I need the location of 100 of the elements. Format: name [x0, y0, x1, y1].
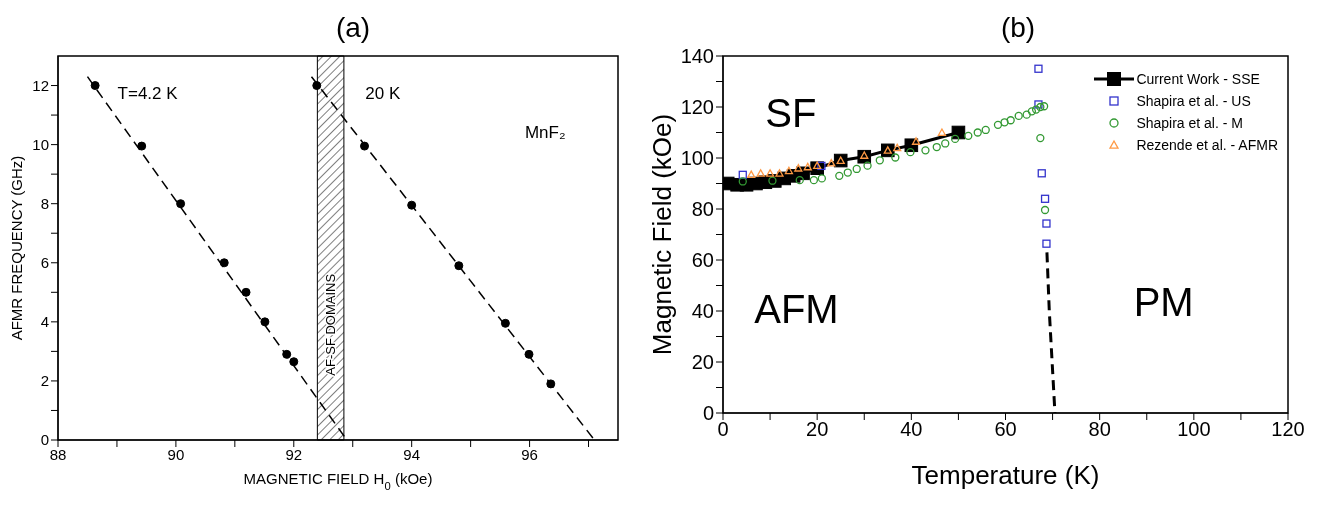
point — [973, 128, 982, 137]
x-axis-title: Temperature (K) — [911, 460, 1100, 490]
point — [1040, 205, 1050, 215]
point — [1006, 116, 1015, 125]
annotation: SF — [765, 90, 817, 136]
y-tick-label: 60 — [691, 249, 714, 272]
point — [1042, 219, 1051, 228]
legend-label: Rezende et al. - AFMR — [1136, 136, 1278, 155]
point — [500, 318, 510, 328]
point — [951, 125, 966, 140]
y-tick-label: 140 — [680, 45, 714, 68]
x-tick-label: 0 — [717, 418, 729, 441]
point — [875, 156, 884, 165]
y-tick-label: 8 — [40, 195, 49, 213]
point — [795, 176, 804, 185]
point — [981, 125, 990, 135]
point — [835, 171, 844, 180]
point — [794, 164, 803, 172]
y-tick-label: 0 — [702, 402, 714, 425]
point — [775, 169, 784, 177]
annotation: AFM — [754, 286, 839, 332]
point — [921, 146, 930, 155]
legend-label: Current Work - SSE — [1136, 70, 1260, 89]
y-tick-label: 10 — [32, 135, 49, 153]
point — [784, 166, 794, 175]
point — [282, 349, 292, 359]
point — [852, 164, 861, 174]
point — [241, 287, 251, 297]
x-tick-label: 120 — [1271, 418, 1305, 441]
y-tick-label: 6 — [40, 254, 49, 272]
x-tick-label: 88 — [49, 445, 67, 463]
chart-title: (b) — [1000, 12, 1036, 43]
x-tick-label: 60 — [994, 418, 1017, 441]
x-tick-label: 94 — [403, 445, 421, 463]
point — [1039, 102, 1049, 111]
point — [1036, 133, 1045, 143]
point — [1000, 118, 1009, 127]
y-tick-label: 4 — [40, 313, 49, 331]
point — [454, 261, 464, 271]
point — [827, 158, 836, 167]
point — [747, 170, 756, 179]
point — [1042, 239, 1051, 248]
point — [219, 258, 229, 268]
point — [1022, 110, 1031, 119]
x-tick-label: 20 — [806, 418, 829, 441]
x-tick-label: 100 — [1177, 418, 1211, 441]
x-tick-label: 90 — [167, 445, 185, 463]
point — [941, 139, 950, 148]
annotation: PM — [1133, 279, 1194, 325]
band-label: AF-SF DOMAINS — [323, 273, 339, 376]
point — [964, 131, 973, 140]
x-tick-label: 80 — [1088, 418, 1111, 441]
y-tick-label: 40 — [691, 300, 714, 323]
y-tick-label: 12 — [32, 76, 49, 94]
point — [1040, 194, 1050, 203]
x-tick-label: 92 — [285, 445, 303, 463]
x-axis-title: MAGNETIC FIELD H$_{0}$ (kOe) — [243, 470, 433, 492]
point — [407, 200, 417, 210]
annotation: 20 K — [365, 84, 401, 105]
annotation: T=4.2 K — [117, 84, 178, 105]
point — [176, 199, 186, 209]
point — [360, 141, 370, 151]
point — [843, 168, 852, 177]
point — [1014, 111, 1023, 121]
point — [312, 81, 322, 91]
point — [817, 174, 827, 183]
point — [1027, 107, 1037, 116]
point — [738, 170, 747, 179]
y-tick-label: 20 — [691, 351, 714, 374]
point — [906, 147, 915, 157]
y-axis-title: AFMR FREQUENCY (GHz) — [7, 155, 25, 341]
y-axis-title: Magnetic Field (kOe) — [647, 113, 678, 356]
point — [891, 153, 900, 162]
point — [756, 169, 765, 177]
point — [950, 134, 960, 144]
point — [524, 349, 534, 359]
x-tick-label: 96 — [521, 445, 538, 463]
point — [863, 161, 872, 170]
y-tick-label: 100 — [680, 147, 714, 170]
point — [1037, 169, 1046, 178]
y-tick-label: 120 — [680, 96, 714, 119]
y-tick-label: 2 — [40, 372, 49, 390]
point — [90, 81, 100, 91]
chart-title: (a) — [334, 11, 372, 45]
point — [893, 143, 902, 152]
point — [546, 379, 556, 389]
legend-label: Shapira et al. - M — [1136, 114, 1243, 133]
point — [1034, 64, 1043, 73]
legend-label: Shapira et al. - US — [1136, 92, 1251, 111]
point — [260, 317, 270, 327]
point — [932, 142, 941, 152]
x-tick-label: 40 — [900, 418, 923, 441]
point — [937, 128, 947, 136]
point — [809, 176, 819, 185]
point — [817, 161, 826, 171]
y-tick-label: 80 — [691, 198, 714, 221]
point — [289, 357, 299, 367]
point — [993, 120, 1003, 129]
point — [1031, 105, 1041, 114]
point — [803, 162, 812, 171]
